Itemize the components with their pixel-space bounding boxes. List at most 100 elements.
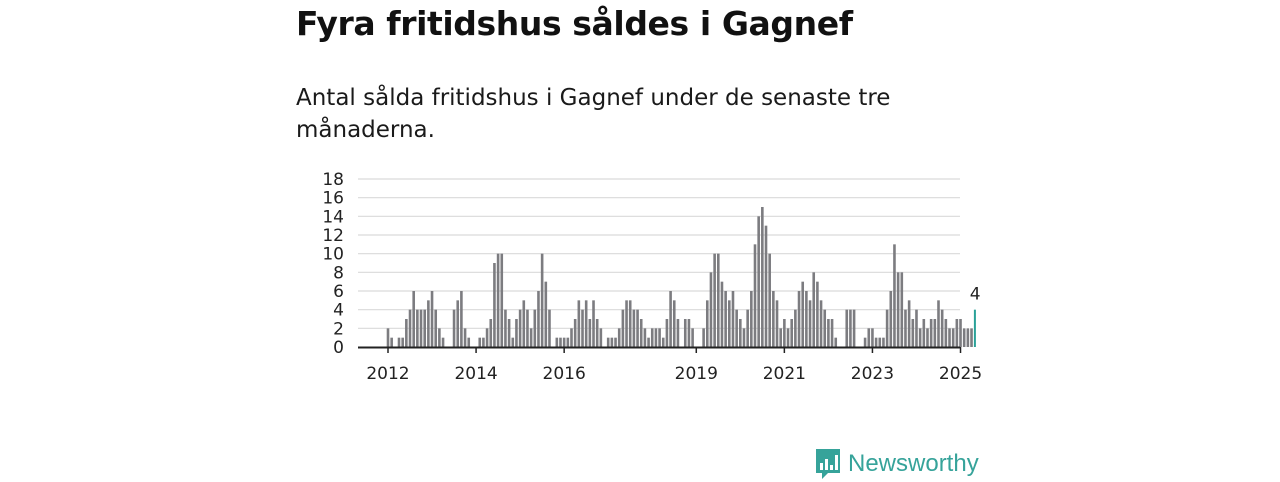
chart-card: Fyra fritidshus såldes i Gagnef Antal så… xyxy=(296,0,986,480)
bar xyxy=(816,281,819,347)
bar xyxy=(533,309,537,347)
bar xyxy=(790,319,793,347)
bar xyxy=(427,300,430,347)
bar xyxy=(489,319,493,347)
bar xyxy=(416,309,419,347)
bar xyxy=(724,291,727,347)
bar-chart-speech-bubble-icon xyxy=(816,449,840,479)
bar xyxy=(705,300,709,347)
bar xyxy=(882,337,885,347)
bar xyxy=(889,291,893,347)
bar xyxy=(893,244,896,347)
bar xyxy=(764,225,768,347)
bar xyxy=(639,319,643,347)
bar xyxy=(709,272,713,347)
newsworthy-logo: Newsworthy xyxy=(814,446,979,482)
bar xyxy=(911,319,915,347)
bar xyxy=(559,337,562,347)
bar xyxy=(540,253,544,347)
bar xyxy=(588,319,592,347)
bar xyxy=(537,291,540,347)
bar xyxy=(933,319,937,347)
bar xyxy=(863,337,867,347)
bar xyxy=(775,300,779,347)
y-tick-label: 2 xyxy=(333,319,344,339)
bar xyxy=(548,309,551,347)
y-tick-label: 18 xyxy=(322,170,344,190)
bar xyxy=(970,328,973,347)
bar xyxy=(441,337,445,347)
x-tick-label: 2014 xyxy=(454,364,497,384)
bar xyxy=(438,328,441,347)
bar xyxy=(691,328,694,347)
bar xyxy=(507,319,511,347)
bar xyxy=(731,291,735,347)
y-tick-label: 12 xyxy=(322,226,344,246)
bar xyxy=(643,328,647,347)
bar xyxy=(940,309,944,347)
bar xyxy=(834,337,838,347)
bar xyxy=(739,319,742,347)
bar xyxy=(625,300,628,347)
bar xyxy=(581,309,584,347)
bar xyxy=(614,337,617,347)
bar xyxy=(434,309,438,347)
bar xyxy=(463,328,467,347)
bar xyxy=(419,309,423,347)
bar xyxy=(555,337,559,347)
bar xyxy=(595,319,599,347)
bar xyxy=(650,328,654,347)
bar xyxy=(823,309,827,347)
bar xyxy=(672,300,676,347)
bar xyxy=(676,319,680,347)
y-tick-label: 14 xyxy=(322,207,344,227)
bar xyxy=(386,328,390,347)
bar xyxy=(423,309,426,347)
bar xyxy=(599,328,603,347)
bar xyxy=(390,337,393,347)
bar xyxy=(562,337,566,347)
x-tick-label: 2023 xyxy=(851,364,894,384)
bar xyxy=(647,337,650,347)
bar xyxy=(467,337,471,347)
bar xyxy=(621,309,625,347)
bar xyxy=(918,328,922,347)
bar xyxy=(584,300,588,347)
bar xyxy=(878,337,882,347)
bar xyxy=(896,272,900,347)
bar xyxy=(827,319,830,347)
bar xyxy=(926,328,929,347)
bar xyxy=(852,309,856,347)
highlight-value-label: 4 xyxy=(970,285,981,305)
bar xyxy=(628,300,632,347)
bar xyxy=(805,291,808,347)
bar xyxy=(511,337,515,347)
bar xyxy=(783,319,786,347)
bar xyxy=(874,337,878,347)
bar xyxy=(720,281,724,347)
bar xyxy=(702,328,705,347)
bar xyxy=(948,328,951,347)
bar xyxy=(526,309,529,347)
bar xyxy=(617,328,621,347)
bar xyxy=(772,291,775,347)
bar xyxy=(735,309,738,347)
bar xyxy=(797,291,801,347)
bar xyxy=(757,216,760,347)
bar xyxy=(867,328,871,347)
y-tick-label: 8 xyxy=(333,263,344,283)
bar xyxy=(907,300,911,347)
bar xyxy=(885,309,889,347)
bar xyxy=(452,309,456,347)
bar xyxy=(819,300,823,347)
x-tick-label: 2021 xyxy=(763,364,806,384)
bar xyxy=(430,291,434,347)
bar xyxy=(728,300,731,347)
bar xyxy=(456,300,460,347)
x-tick-label: 2016 xyxy=(543,364,586,384)
bar xyxy=(830,319,834,347)
bar xyxy=(900,272,904,347)
bar xyxy=(610,337,614,347)
bar xyxy=(606,337,610,347)
bar xyxy=(661,337,665,347)
